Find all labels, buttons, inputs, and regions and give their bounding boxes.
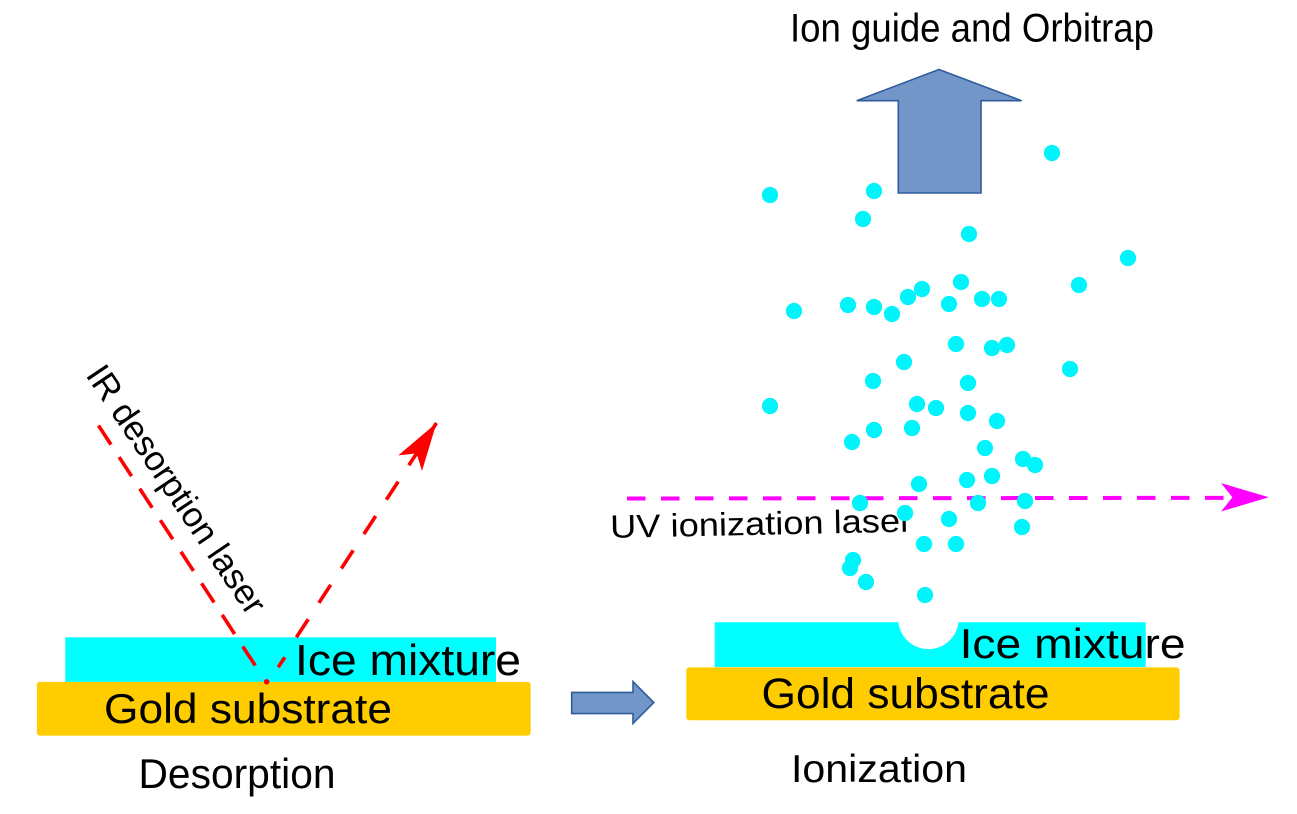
svg-text:Desorption: Desorption <box>139 750 336 797</box>
svg-text:Gold substrate: Gold substrate <box>762 671 1050 718</box>
svg-text:IR desorption laser: IR desorption laser <box>78 358 274 622</box>
svg-text:Ice mixture: Ice mixture <box>960 620 1186 667</box>
svg-text:Gold substrate: Gold substrate <box>104 685 392 732</box>
svg-text:Ice mixture: Ice mixture <box>295 637 521 685</box>
svg-text:UV ionization laser: UV ionization laser <box>610 503 913 545</box>
svg-text:Ionization: Ionization <box>791 748 967 791</box>
svg-text:Ion guide and Orbitrap: Ion guide and Orbitrap <box>790 7 1154 51</box>
